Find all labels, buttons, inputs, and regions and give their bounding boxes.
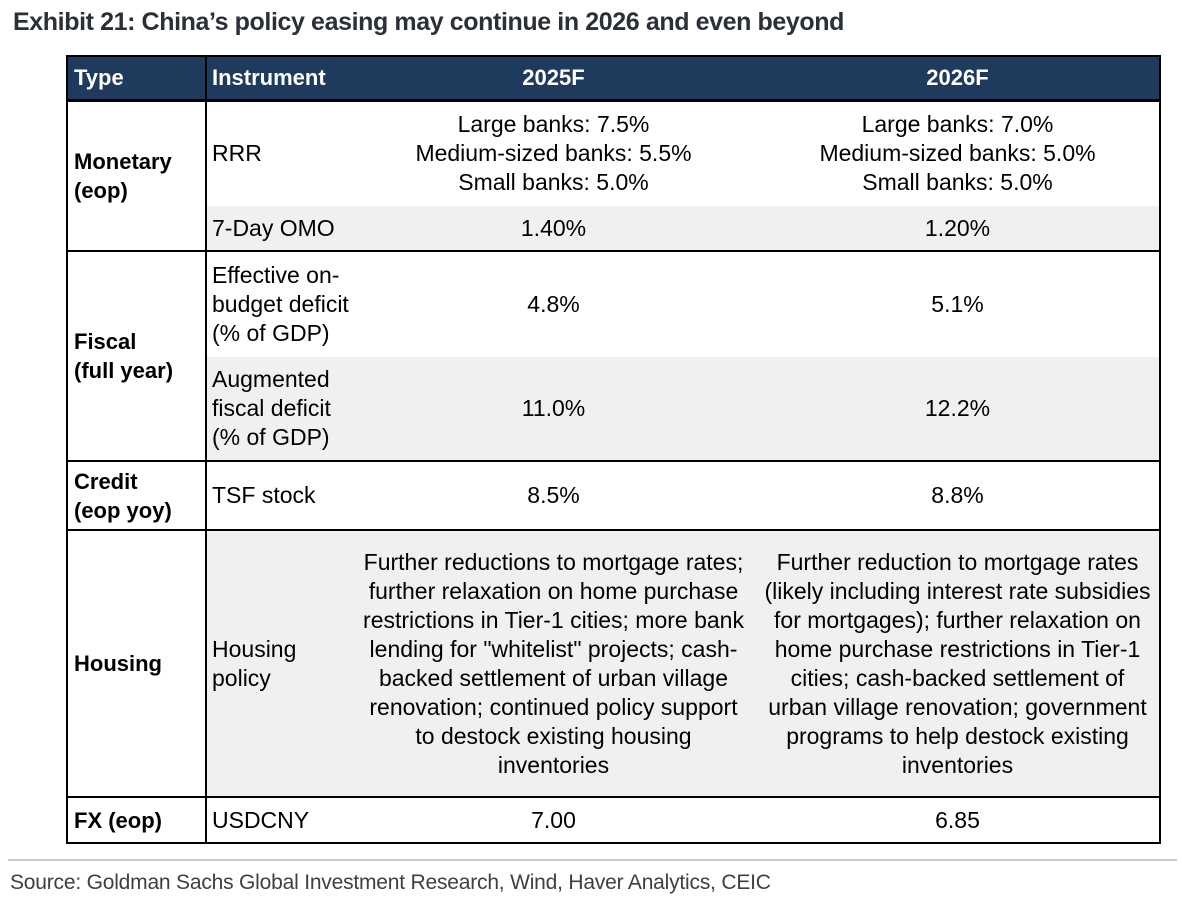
instrument-cell-housing-policy: Housing policy (206, 530, 351, 798)
type-cell-monetary: Monetary (eop) (67, 100, 207, 252)
table-row-augmented-deficit: Augmented fiscal deficit (% of GDP) 11.0… (67, 357, 1160, 462)
table-row-fx: FX (eop) USDCNY 7.00 6.85 (67, 797, 1160, 844)
type-cell-credit: Credit (eop yoy) (67, 461, 207, 531)
value-2026-omo: 1.20% (756, 206, 1160, 252)
table-row-tsf: Credit (eop yoy) TSF stock 8.5% 8.8% (67, 461, 1160, 531)
instrument-cell-augmented-deficit: Augmented fiscal deficit (% of GDP) (206, 357, 351, 462)
type-cell-fiscal: Fiscal (full year) (67, 251, 207, 462)
header-cell-type: Type (67, 56, 207, 102)
source-line: Source: Goldman Sachs Global Investment … (10, 871, 771, 894)
table-row-omo: 7-Day OMO 1.40% 1.20% (67, 206, 1160, 252)
header-cell-2026f: 2026F (756, 56, 1160, 102)
exhibit-title: Exhibit 21: China’s policy easing may co… (13, 8, 845, 36)
value-2025-housing-policy: Further reductions to mortgage rates; fu… (351, 530, 756, 798)
header-row: Type Instrument 2025F 2026F (67, 56, 1160, 102)
value-2026-housing-policy: Further reduction to mortgage rates (lik… (756, 530, 1160, 798)
value-2025-tsf: 8.5% (351, 461, 756, 531)
value-2026-rrr: Large banks: 7.0% Medium-sized banks: 5.… (756, 100, 1160, 206)
table-row-effective-deficit: Fiscal (full year) Effective on- budget … (67, 251, 1160, 462)
value-2025-usdcny: 7.00 (351, 797, 756, 843)
value-2026-tsf: 8.8% (756, 461, 1160, 531)
value-2025-augmented-deficit: 11.0% (351, 357, 756, 462)
instrument-cell-rrr: RRR (206, 100, 351, 206)
header-cell-instrument: Instrument (206, 56, 351, 102)
value-2026-augmented-deficit: 12.2% (756, 357, 1160, 462)
value-2026-effective-deficit: 5.1% (756, 251, 1160, 357)
footer-divider (8, 859, 1177, 861)
instrument-cell-effective-deficit: Effective on- budget deficit (% of GDP) (206, 251, 351, 357)
instrument-cell-omo: 7-Day OMO (206, 206, 351, 252)
value-2025-rrr: Large banks: 7.5% Medium-sized banks: 5.… (351, 100, 756, 206)
policy-table: Type Instrument 2025F 2026F Monetary (eo… (66, 55, 1161, 844)
instrument-cell-usdcny: USDCNY (206, 797, 351, 843)
type-cell-fx: FX (eop) (67, 797, 207, 844)
type-cell-housing: Housing (67, 530, 207, 798)
instrument-cell-tsf: TSF stock (206, 461, 351, 531)
table-row-housing: Housing Housing policy Further reduction… (67, 530, 1160, 798)
value-2025-omo: 1.40% (351, 206, 756, 252)
value-2026-usdcny: 6.85 (756, 797, 1160, 843)
table-row-rrr: Monetary (eop) RRR Large banks: 7.5% Med… (67, 100, 1160, 252)
header-cell-2025f: 2025F (351, 56, 756, 102)
value-2025-effective-deficit: 4.8% (351, 251, 756, 357)
